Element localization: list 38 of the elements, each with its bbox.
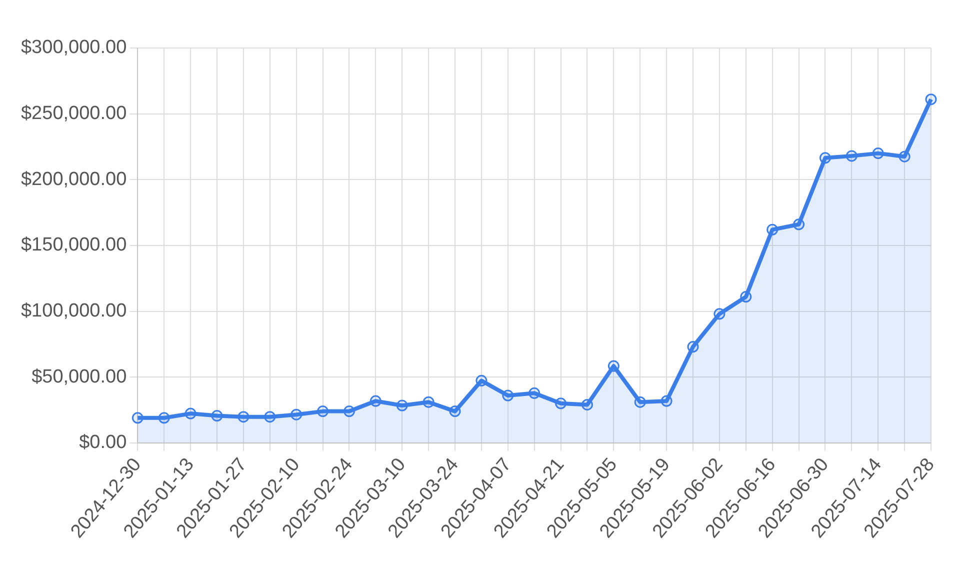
point <box>502 390 514 402</box>
point <box>290 408 302 420</box>
point <box>608 360 620 372</box>
point <box>634 396 646 408</box>
point <box>476 374 488 386</box>
point <box>714 308 726 320</box>
point <box>898 150 910 162</box>
point <box>660 395 672 407</box>
point <box>819 152 831 164</box>
point <box>422 396 434 408</box>
point <box>158 412 170 424</box>
point <box>925 94 937 106</box>
point <box>449 406 461 418</box>
point <box>872 148 884 160</box>
y-tick-label: $0.00 <box>79 432 127 454</box>
point <box>238 411 250 423</box>
point <box>264 411 276 423</box>
y-tick-label: $200,000.00 <box>20 168 127 190</box>
y-tick-label: $50,000.00 <box>32 366 127 388</box>
y-tick-label: $250,000.00 <box>20 103 127 124</box>
y-tick-label: $100,000.00 <box>20 300 127 322</box>
point <box>846 150 858 162</box>
point <box>370 395 382 407</box>
y-tick-label: $150,000.00 <box>20 234 127 256</box>
point <box>132 412 144 424</box>
point <box>211 410 223 422</box>
point <box>766 224 778 236</box>
point <box>184 408 196 420</box>
point <box>581 398 593 410</box>
point <box>528 387 540 399</box>
point <box>343 406 355 418</box>
point <box>396 400 408 412</box>
y-tick-label: $300,000.00 <box>20 37 127 58</box>
point <box>317 406 329 418</box>
point <box>555 398 567 410</box>
point <box>740 291 752 303</box>
point <box>793 218 805 230</box>
point <box>687 341 699 353</box>
